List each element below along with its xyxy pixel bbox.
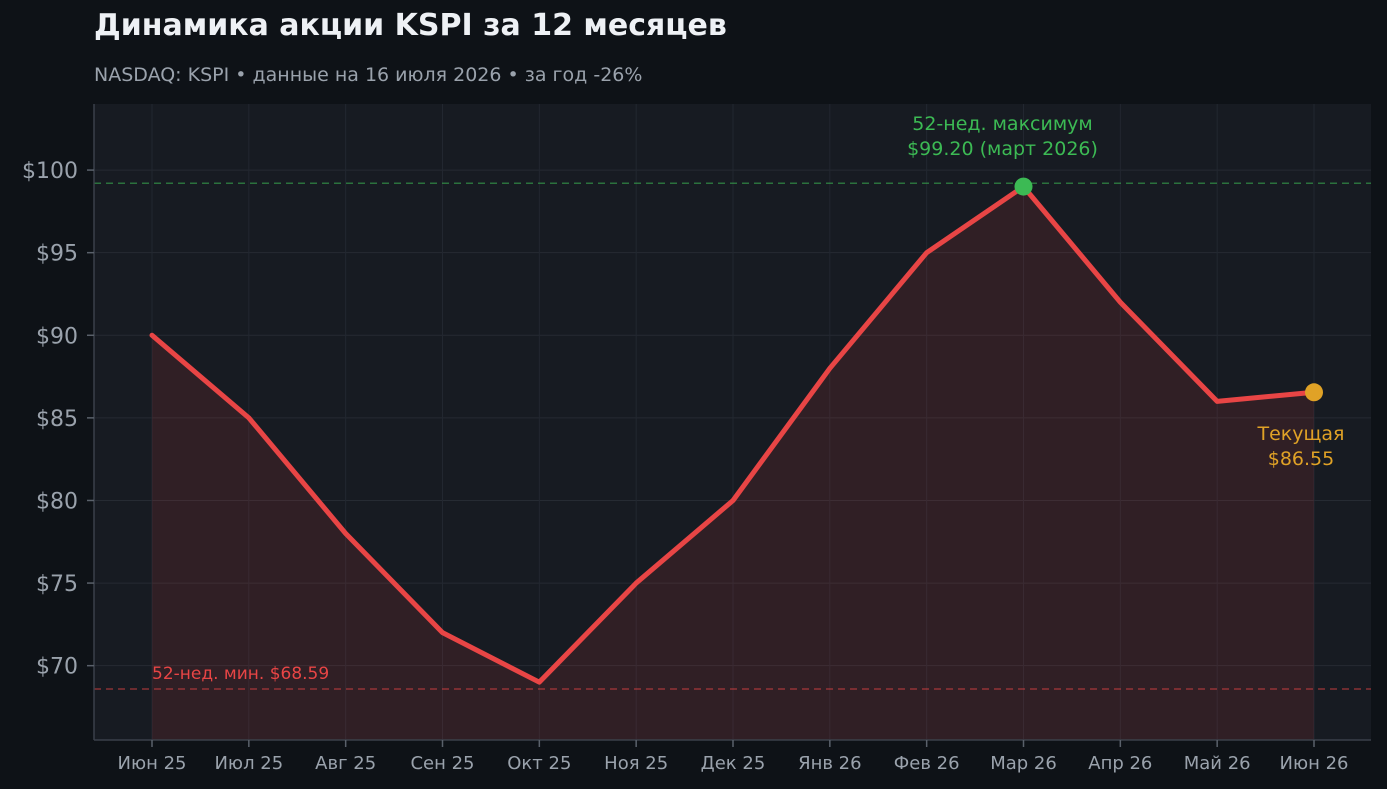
x-tick-label-7: Янв 26 <box>798 753 862 774</box>
y-tick-label-3: $85 <box>36 407 78 432</box>
reference-lines <box>94 182 1371 690</box>
x-tick-label-2: Авг 25 <box>315 753 376 774</box>
x-tick-label-4: Окт 25 <box>507 753 571 774</box>
x-tick-label-3: Сен 25 <box>410 753 474 774</box>
x-tick-label-6: Дек 25 <box>701 753 766 774</box>
y-tick-label-1: $75 <box>36 572 78 597</box>
current-annotation-title: Текущая <box>1257 423 1345 445</box>
price-line <box>149 184 1317 685</box>
chart-subtitle: NASDAQ: KSPI • данные на 16 июля 2026 • … <box>94 64 643 86</box>
current-annotation-value: $86.55 <box>1268 448 1334 470</box>
x-tick-label-11: Май 26 <box>1184 753 1251 774</box>
data-points <box>1014 177 1323 402</box>
x-tick-label-5: Ноя 25 <box>604 753 668 774</box>
chart-title: Динамика акции KSPI за 12 месяцев <box>94 8 727 43</box>
x-tick-label-9: Мар 26 <box>990 753 1057 774</box>
low-annotation: 52-нед. мин. $68.59 <box>152 664 329 684</box>
y-tick-label-6: $100 <box>22 159 78 184</box>
marker-high <box>1014 177 1033 196</box>
x-tick-label-1: Июл 25 <box>214 753 283 774</box>
tick-labels: $70 $75 $80 $85 $90 $95 $100 Июн 25 Июл 25 Авг 25… <box>22 159 1349 774</box>
area-fill <box>152 186 1314 740</box>
x-tick-label-10: Апр 26 <box>1088 753 1152 774</box>
y-tick-label-0: $70 <box>36 655 78 680</box>
high-annotation-value: $99.20 (март 2026) <box>907 138 1098 160</box>
x-tick-label-0: Июн 25 <box>117 753 186 774</box>
x-tick-label-12: Июн 26 <box>1279 753 1348 774</box>
marker-current <box>1305 383 1323 402</box>
x-tick-label-8: Фев 26 <box>894 753 960 774</box>
y-tick-label-2: $80 <box>36 489 78 514</box>
high-annotation-title: 52-нед. максимум <box>912 113 1093 135</box>
annotations: 52-нед. максимум $99.20 (март 2026) Текуща… <box>152 113 1344 684</box>
y-tick-label-5: $95 <box>36 242 78 267</box>
y-tick-label-4: $90 <box>36 324 78 349</box>
